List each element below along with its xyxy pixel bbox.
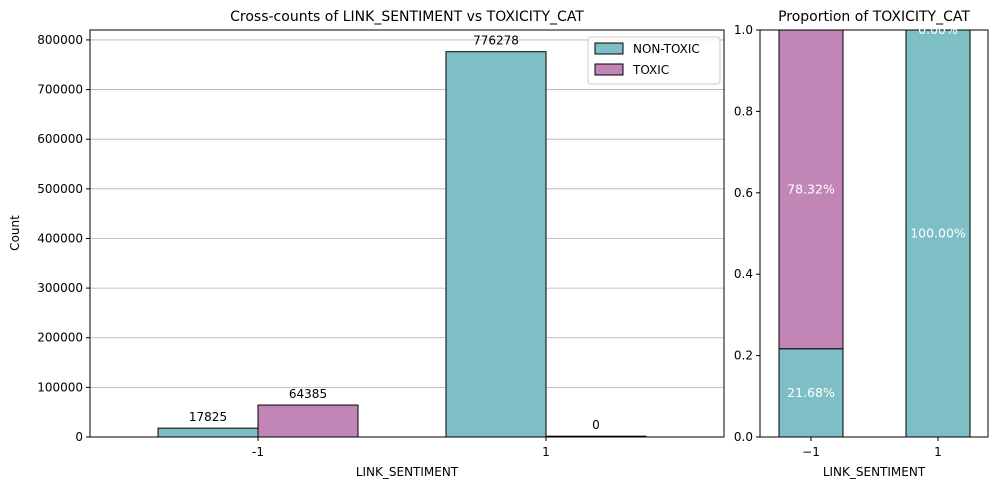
percent-label: 100.00% [910,226,966,241]
x-tick-label: −1 [802,445,820,459]
y-tick-label: 0.4 [734,267,753,281]
right-bars [778,29,971,438]
y-tick-label: 0.0 [734,430,753,444]
y-tick-label: 0.8 [734,104,753,118]
left-gridlines [90,39,724,438]
left-x-ticks: -1 1 [252,437,550,459]
bar-value-label: 64385 [289,387,327,401]
percent-label: 21.68% [787,385,835,400]
right-y-ticks: 0.0 0.2 0.4 0.6 0.8 1.0 [734,23,760,444]
left-axes-frame [89,29,725,438]
bar-value-label: 776278 [473,34,519,48]
left-bars [157,51,647,438]
right-chart-title: Proportion of TOXICITY_CAT [778,9,970,25]
y-tick-label: 1.0 [734,23,753,37]
right-x-axis-label: LINK_SENTIMENT [823,465,926,479]
stacked-bar-non-toxic-1 [905,29,971,438]
percent-label: 0.00% [918,22,958,37]
stacked-bar-non-toxic-0 [778,348,844,438]
left-chart: Cross-counts of LINK_SENTIMENT vs TOXICI… [8,9,725,479]
legend: NON-TOXIC TOXIC [587,36,721,85]
right-axes-frame [759,29,989,438]
y-tick-label: 800000 [37,33,83,47]
stacked-bar-toxic-0 [778,29,844,350]
right-x-ticks: −1 1 [802,437,942,459]
y-tick-label: 700000 [37,83,83,97]
bar-value-label: 0 [592,418,600,432]
legend-label-toxic: TOXIC [632,63,669,77]
bar-value-label: 17825 [189,410,227,424]
y-tick-label: 200000 [37,331,83,345]
legend-swatch-non-toxic [594,42,624,55]
left-chart-title: Cross-counts of LINK_SENTIMENT vs TOXICI… [230,9,584,25]
left-y-ticks: 0 100000 200000 300000 400000 500000 600000 700… [37,33,90,444]
legend-label-non-toxic: NON-TOXIC [633,42,700,56]
y-tick-label: 600000 [37,132,83,146]
x-tick-label: -1 [252,445,264,459]
left-bar-labels: 17825 776278 64385 0 [189,34,600,432]
legend-swatch-toxic [594,63,624,76]
bar-toxic-0 [257,404,359,438]
y-tick-label: 400000 [37,231,83,245]
left-y-axis-label: Count [8,215,22,251]
y-tick-label: 500000 [37,182,83,196]
bar-non-toxic-0 [157,427,259,438]
x-tick-label: 1 [934,445,942,459]
y-tick-label: 0.6 [734,186,753,200]
right-percent-labels: 21.68% 78.32% 100.00% 0.00% [787,22,966,400]
bar-non-toxic-1 [445,51,547,438]
left-x-axis-label: LINK_SENTIMENT [356,465,459,479]
y-tick-label: 0 [75,430,83,444]
y-tick-label: 100000 [37,380,83,394]
y-tick-label: 0.2 [734,349,753,363]
y-tick-label: 300000 [37,281,83,295]
x-tick-label: 1 [542,445,550,459]
percent-label: 78.32% [787,181,835,196]
right-chart: Proportion of TOXICITY_CAT 0.00.20.40.60… [734,9,989,479]
